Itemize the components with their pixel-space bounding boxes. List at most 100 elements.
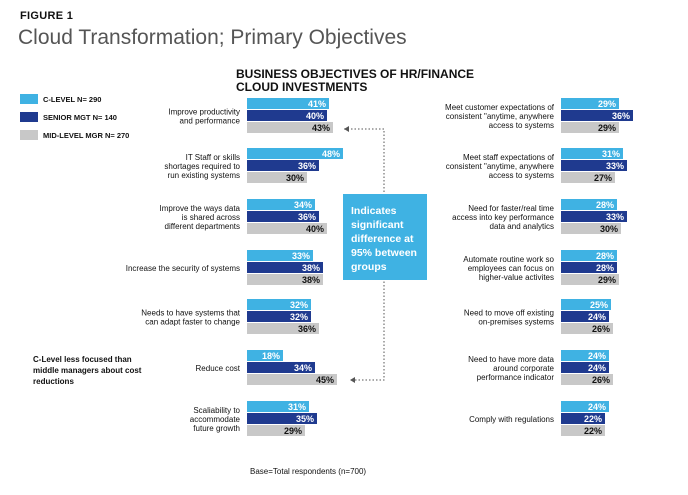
left-value-label: 33% [292,251,310,261]
right-value-label: 33% [606,161,624,171]
right-bar [561,413,605,424]
left-bar [247,98,329,109]
right-bar [561,425,605,436]
left-bar [247,122,333,133]
right-category-label: Meet staff expectations of [463,153,555,162]
left-category-label: Scaliability to [193,406,240,415]
left-category-label: Reduce cost [196,364,241,373]
right-value-label: 25% [590,300,608,310]
left-value-label: 38% [302,275,320,285]
left-value-label: 34% [294,200,312,210]
right-bar [561,223,621,234]
right-category-label: data and analytics [490,222,555,231]
left-bar [247,250,313,261]
significance-note: Indicates significant difference at 95% … [343,194,427,280]
left-bar [247,110,327,121]
page-title: Cloud Transformation; Primary Objectives [18,26,407,49]
right-category-label: Need for faster/real time [468,204,554,213]
right-bar [561,160,627,171]
right-bar [561,311,609,322]
left-bar [247,299,311,310]
left-value-label: 34% [294,363,312,373]
right-category-label: consistent "anytime, anywhere [446,112,555,121]
right-value-label: 22% [584,414,602,424]
bracket-arrow-top [344,126,349,132]
left-bar [247,311,311,322]
left-category-label: Needs to have systems that [141,309,240,318]
right-bar [561,98,619,109]
left-category-label: different departments [165,222,240,231]
left-value-label: 45% [316,375,334,385]
left-bar [247,148,343,159]
left-value-label: 36% [298,161,316,171]
left-bar [247,223,327,234]
left-category-label: accommodate [190,415,241,424]
chart-title: BUSINESS OBJECTIVES OF HR/FINANCE CLOUD … [236,67,475,94]
left-bar [247,211,319,222]
left-value-label: 40% [306,224,324,234]
right-category-label: employees can focus on [468,264,554,273]
left-value-label: 29% [284,426,302,436]
right-value-label: 28% [596,263,614,273]
left-bar [247,199,315,210]
left-category-label: run existing systems [168,171,240,180]
figure-label: FIGURE 1 [20,10,74,22]
right-value-label: 24% [588,363,606,373]
right-value-label: 31% [602,149,620,159]
right-bar [561,323,613,334]
left-category-label: IT Staff or skills [186,153,240,162]
right-value-label: 27% [594,173,612,183]
right-bar [561,299,611,310]
left-value-label: 18% [262,351,280,361]
left-bar [247,425,305,436]
right-bar [561,350,609,361]
left-bar [247,160,319,171]
left-category-label: Improve productivity [168,108,240,117]
left-bar [247,262,323,273]
left-category-label: and performance [180,117,241,126]
left-bar [247,172,307,183]
right-bar [561,374,613,385]
left-value-label: 38% [302,263,320,273]
left-value-label: 48% [322,149,340,159]
left-value-label: 30% [286,173,304,183]
right-category-label: consistent "anytime, anywhere [446,162,555,171]
right-bar [561,274,619,285]
right-value-label: 28% [596,200,614,210]
legend-swatch [20,112,38,122]
right-category-label: on-premises systems [478,318,554,327]
right-value-label: 24% [588,312,606,322]
left-category-label: Improve the ways data [160,204,241,213]
cost-side-note: C-Level less focused than middle manager… [33,355,142,386]
left-category-label: is shared across [182,213,240,222]
left-value-label: 40% [306,111,324,121]
right-category-label: Comply with regulations [469,415,554,424]
right-category-label: Need to move off existing [464,309,554,318]
right-category-label: performance indicator [477,373,555,382]
bracket-arrow-bottom [350,377,355,383]
left-value-label: 31% [288,402,306,412]
legend-swatch [20,94,38,104]
right-category-label: Meet customer expectations of [445,103,555,112]
right-value-label: 24% [588,402,606,412]
right-value-label: 29% [598,99,616,109]
right-bar [561,401,609,412]
legend-label: SENIOR MGT N= 140 [43,113,117,122]
legend-label: C-LEVEL N= 290 [43,95,101,104]
right-category-label: access to systems [489,171,554,180]
left-value-label: 41% [308,99,326,109]
right-bar [561,199,617,210]
right-value-label: 30% [600,224,618,234]
right-bar [561,250,617,261]
right-value-label: 22% [584,426,602,436]
left-bar [247,362,315,373]
right-category-label: access into key performance [452,213,554,222]
right-value-label: 36% [612,111,630,121]
left-value-label: 36% [298,212,316,222]
right-category-label: Automate routine work so [463,255,554,264]
legend-label: MID-LEVEL MGR N= 270 [43,131,129,140]
right-category-label: access to systems [489,121,554,130]
left-bar [247,323,319,334]
right-value-label: 28% [596,251,614,261]
